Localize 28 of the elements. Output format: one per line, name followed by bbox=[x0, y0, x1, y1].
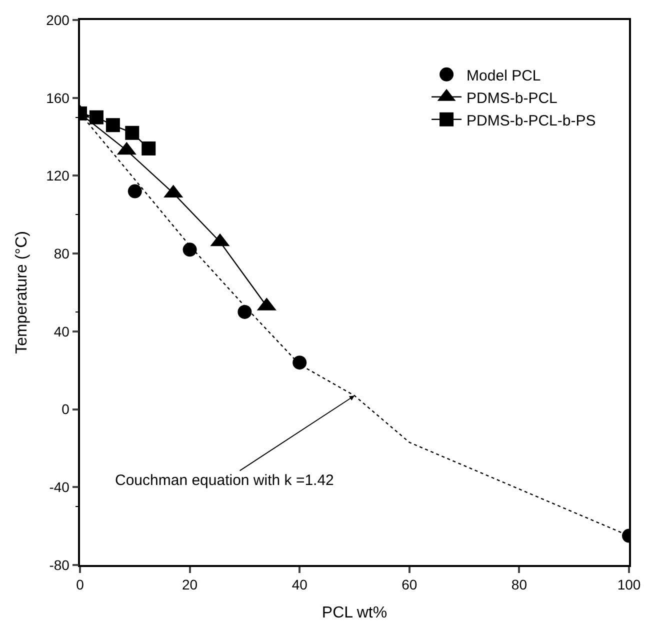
point bbox=[128, 184, 142, 198]
x-tick-label: 60 bbox=[402, 576, 418, 593]
x-tick-label: 80 bbox=[511, 576, 528, 593]
y-tick-label: 80 bbox=[54, 245, 70, 262]
x-tick-label: 100 bbox=[617, 576, 641, 593]
point bbox=[182, 242, 197, 257]
y-tick-label: -40 bbox=[49, 479, 70, 496]
x-axis-title: PCL wt% bbox=[322, 604, 388, 622]
y-tick-label: 40 bbox=[54, 323, 70, 340]
y-tick-label: 160 bbox=[46, 90, 70, 106]
y-tick-label: 200 bbox=[46, 12, 70, 28]
point bbox=[89, 110, 104, 124]
point bbox=[106, 118, 120, 132]
y-tick-label: 120 bbox=[46, 168, 70, 184]
x-tick-label: 20 bbox=[182, 576, 198, 593]
point bbox=[292, 356, 307, 370]
point bbox=[125, 126, 140, 140]
annotation: Couchman equation with k =1.42 bbox=[115, 472, 334, 489]
y-tick-label: 0 bbox=[62, 401, 70, 418]
y-axis-title: Temperature (°C) bbox=[13, 231, 30, 354]
legend-label: PDMS-b-PCL-b-PS bbox=[466, 112, 596, 130]
legend-label: PDMS-b-PCL bbox=[466, 90, 558, 107]
x-tick-label: 40 bbox=[292, 576, 308, 593]
point bbox=[238, 304, 252, 319]
x-tick-label: 0 bbox=[76, 576, 84, 593]
y-tick-label: -80 bbox=[49, 556, 70, 573]
legend-label: Model PCL bbox=[466, 67, 541, 84]
point bbox=[142, 141, 156, 156]
